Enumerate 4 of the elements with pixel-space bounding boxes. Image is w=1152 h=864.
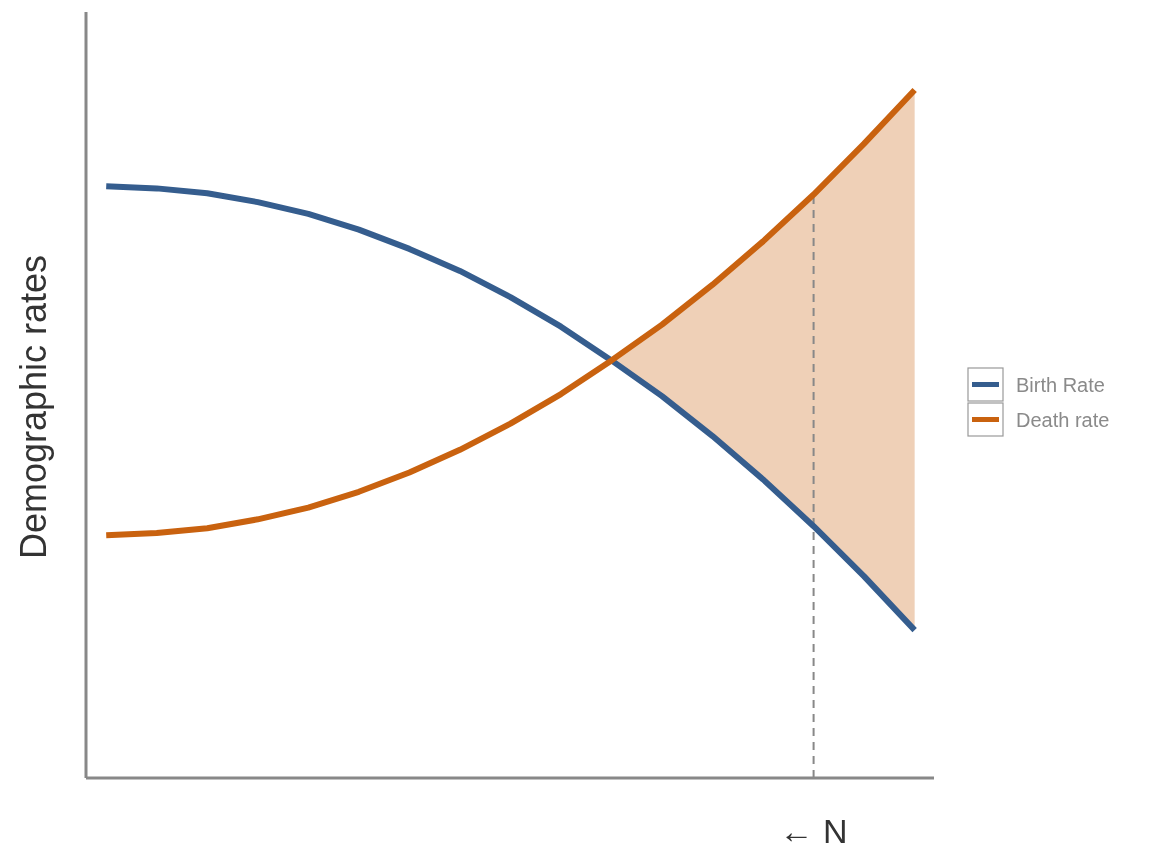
text: ← N bbox=[779, 812, 848, 850]
legend-label: Death rate bbox=[1016, 409, 1110, 431]
y-axis-title: Demographic rates bbox=[13, 254, 54, 560]
legend-label: Birth Rate bbox=[1016, 374, 1105, 396]
